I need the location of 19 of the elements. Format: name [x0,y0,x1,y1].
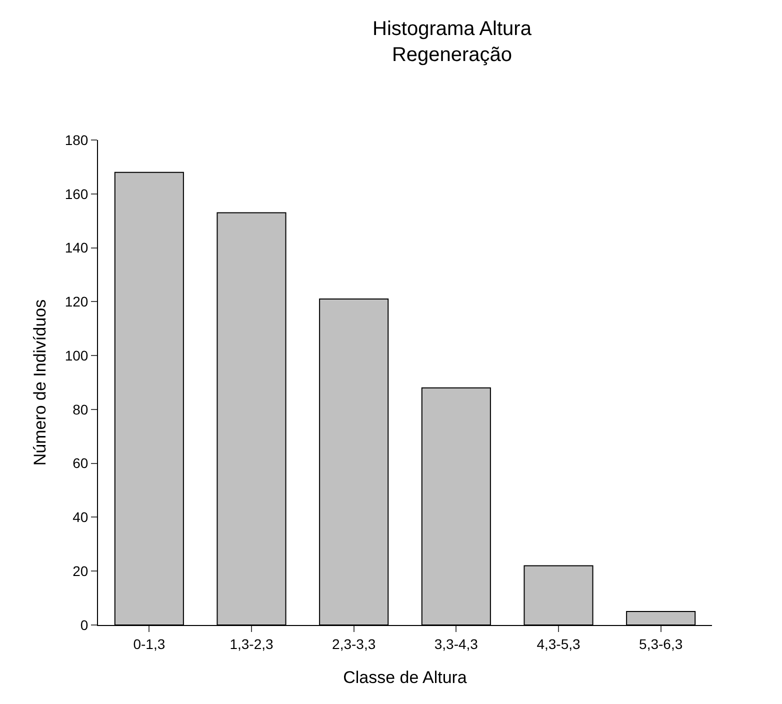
y-tick-label: 100 [64,347,88,364]
y-tick-label: 0 [80,616,88,633]
y-tick-label: 120 [64,294,88,310]
x-tick-label: 1,3-2,3 [230,636,274,652]
x-tick-label: 0-1,3 [133,636,166,652]
y-tick-label: 160 [64,186,88,202]
chart-title: Histograma Altura Regeneração [372,18,532,66]
y-axis-title: Número de Indivíduos [30,299,50,466]
x-axis-title: Classe de Altura [343,668,468,688]
y-tick-label: 80 [72,401,88,418]
y-tick-label: 20 [72,563,88,580]
x-tick-label: 4,3-5,3 [536,636,581,652]
y-tick-label: 60 [72,455,88,472]
x-tick-label: 5,3-6,3 [639,636,683,652]
y-tick-label: 180 [64,132,88,148]
y-tick-label: 40 [72,509,88,526]
y-tick-label: 140 [64,240,88,256]
x-tick-label: 3,3-4,3 [434,636,478,652]
x-tick-label: 2,3-3,3 [332,636,376,652]
